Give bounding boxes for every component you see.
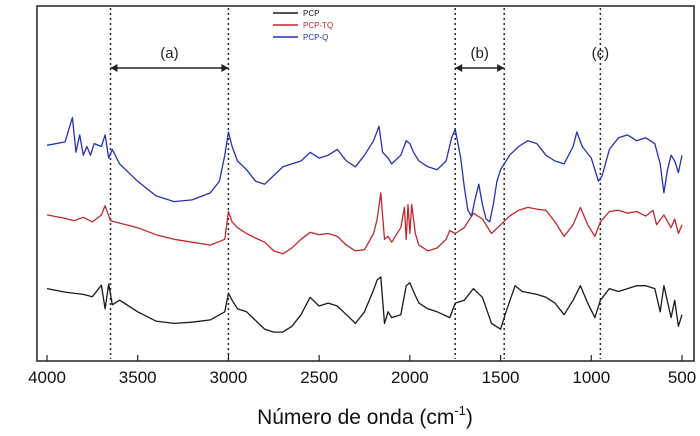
x-axis-ticks: 4000 3500 3000 2500 2000 1500 1000 500 [28, 355, 696, 387]
reference-lines [109, 8, 602, 359]
x-tick-label-2: 3000 [210, 368, 248, 387]
x-tick-label-4: 2000 [391, 368, 429, 387]
x-tick-label-6: 1000 [572, 368, 610, 387]
legend: PCP PCP-TQ PCP-Q [273, 9, 333, 42]
legend-label-pcp-q: PCP-Q [303, 33, 328, 42]
legend-label-pcp-tq: PCP-TQ [303, 21, 333, 30]
series-layer [46, 116, 683, 333]
plot-frame [36, 5, 695, 362]
series-line-pcp-q [46, 116, 683, 223]
annotation-label-0: (a) [160, 45, 178, 62]
x-tick-label-0: 4000 [28, 368, 66, 387]
annotation-label-2: (c) [592, 45, 610, 62]
x-tick-label-3: 2500 [300, 368, 338, 387]
x-tick-label-5: 1500 [482, 368, 520, 387]
x-tick-label-1: 3500 [119, 368, 157, 387]
x-axis-label: Número de onda (cm-1) [257, 403, 473, 429]
annotation-label-1: (b) [471, 45, 489, 62]
series-line-pcp-tq [46, 192, 683, 255]
x-tick-label-7: 500 [668, 368, 696, 387]
annotation-layer: (a) (b) (c) [110, 45, 610, 72]
legend-label-pcp: PCP [303, 9, 319, 18]
series-line-pcp [46, 276, 683, 333]
